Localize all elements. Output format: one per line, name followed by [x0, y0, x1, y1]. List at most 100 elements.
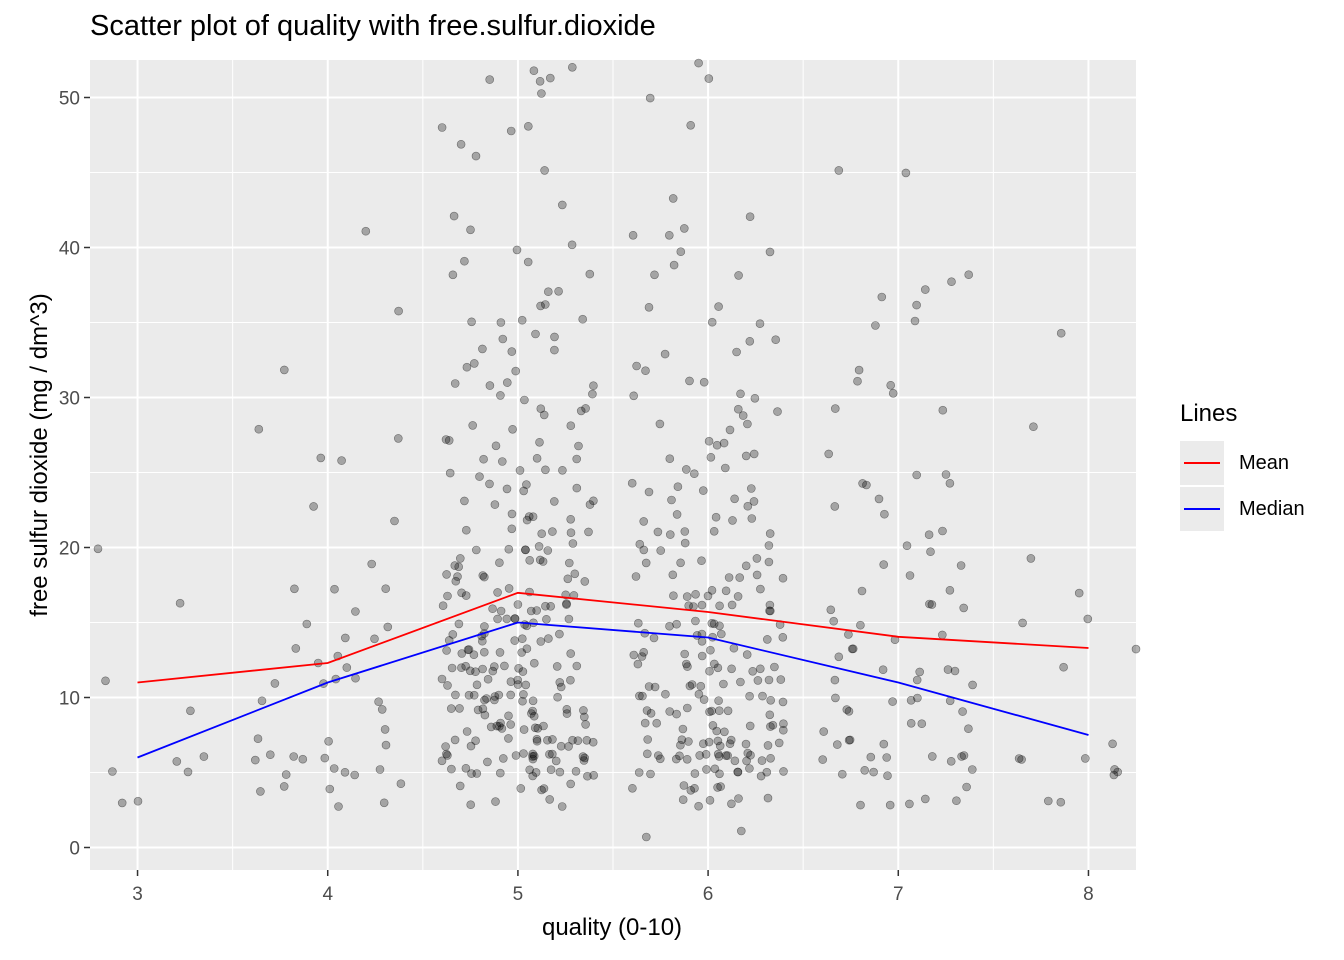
scatter-point [513, 680, 523, 689]
scatter-point [528, 754, 538, 764]
y-tick-label: 20 [59, 539, 80, 560]
scatter-point [522, 480, 531, 489]
scatter-point [824, 449, 834, 459]
scatter-point [631, 572, 641, 581]
scatter-point [681, 465, 691, 474]
scatter-point [539, 410, 549, 420]
scatter-point [351, 607, 360, 616]
scatter-point [133, 796, 143, 806]
scatter-point [281, 770, 291, 779]
scatter-point [589, 381, 598, 391]
scatter-point [451, 576, 461, 586]
scatter-point [727, 664, 736, 674]
scatter-point [883, 771, 892, 781]
scatter-point [564, 614, 574, 624]
scatter-point [752, 570, 762, 580]
scatter-point [383, 622, 393, 632]
scatter-point [743, 419, 752, 429]
legend-line-median [1184, 508, 1220, 510]
scatter-point [441, 435, 451, 444]
scatter-point [535, 77, 545, 86]
scatter-point [917, 719, 927, 729]
scatter-point [571, 766, 581, 776]
scatter-point [101, 676, 110, 686]
scatter-point [705, 707, 714, 717]
scatter-point [1014, 754, 1024, 763]
scatter-point [943, 665, 953, 674]
scatter-point [513, 600, 523, 609]
scatter-point [768, 720, 778, 730]
scatter-point [556, 682, 566, 692]
scatter-point [507, 524, 517, 534]
scatter-point [517, 634, 527, 644]
scatter-point [270, 679, 280, 688]
scatter-point [532, 453, 542, 463]
scatter-point [750, 393, 760, 403]
scatter-point [697, 651, 707, 661]
scatter-point [568, 735, 577, 745]
scatter-point [545, 795, 555, 804]
scatter-point [443, 591, 452, 601]
scatter-point [660, 349, 670, 359]
scatter-point [570, 569, 580, 579]
scatter-point [450, 561, 460, 570]
scatter-point [765, 606, 775, 616]
scatter-point [749, 449, 759, 459]
scatter-point [837, 769, 847, 779]
scatter-point [941, 470, 951, 479]
scatter-point [257, 696, 267, 706]
scatter-point [467, 317, 476, 327]
scatter-point [523, 257, 533, 267]
scatter-point [696, 681, 706, 691]
scatter-point [504, 584, 514, 593]
scatter-point [553, 692, 562, 702]
scatter-point [1083, 614, 1093, 624]
scatter-point [709, 619, 719, 629]
scatter-point [485, 75, 495, 84]
scatter-point [725, 739, 735, 749]
scatter-point [479, 572, 489, 582]
legend-item-median: Median [1180, 486, 1305, 532]
scatter-point [639, 517, 649, 526]
scatter-point [888, 697, 897, 706]
scatter-point [705, 795, 715, 805]
scatter-point [562, 704, 572, 714]
scatter-point [337, 456, 346, 465]
scatter-point [93, 544, 103, 554]
scatter-point [713, 663, 723, 673]
scatter-point [506, 677, 516, 687]
scatter-point [682, 754, 692, 764]
scatter-point [771, 335, 781, 345]
scatter-point [528, 749, 538, 759]
scatter-point [340, 767, 350, 777]
scatter-point [374, 697, 383, 707]
scatter-point [279, 782, 289, 791]
x-tick-label: 5 [513, 884, 524, 905]
scatter-point [703, 591, 713, 601]
scatter-point [671, 754, 681, 764]
scatter-point [253, 734, 263, 744]
scatter-point [741, 561, 751, 571]
scatter-point [697, 636, 707, 646]
scatter-point [905, 571, 915, 580]
scatter-point [464, 645, 474, 654]
x-tick-label: 3 [132, 884, 143, 905]
scatter-point [265, 750, 275, 760]
scatter-point [678, 795, 688, 805]
scatter-point [555, 678, 565, 687]
scatter-point [469, 690, 479, 700]
scatter-point [665, 454, 675, 464]
chart-title: Scatter plot of quality with free.sulfur… [90, 10, 656, 42]
scatter-point [723, 751, 732, 760]
scatter-point [653, 751, 663, 760]
scatter-point [650, 682, 660, 692]
scatter-point [902, 541, 912, 551]
scatter-point [528, 752, 537, 761]
scatter-point [528, 512, 538, 522]
scatter-point [1113, 767, 1122, 777]
scatter-point [584, 527, 593, 537]
scatter-point [968, 680, 977, 690]
scatter-point [529, 711, 539, 721]
scatter-point [628, 231, 638, 240]
